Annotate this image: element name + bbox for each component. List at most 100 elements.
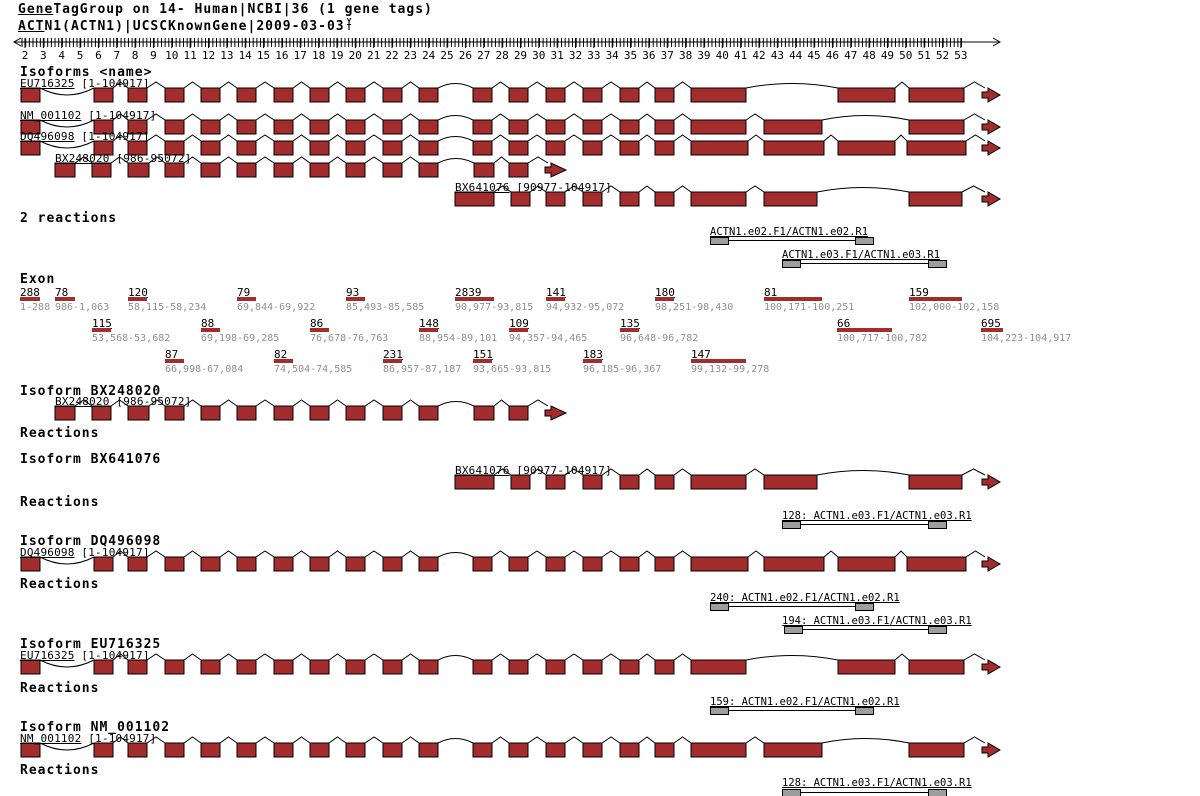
ruler-tick-label: 10 bbox=[165, 49, 178, 62]
exon-box bbox=[619, 119, 640, 135]
accession-link-eu716325-top[interactable]: EU716325 bbox=[20, 77, 75, 90]
exon-box bbox=[382, 162, 403, 178]
exon-box bbox=[236, 742, 257, 758]
exon-box bbox=[20, 742, 41, 758]
exon-length-link[interactable]: 81 bbox=[764, 286, 778, 299]
gene-title-link[interactable]: ACT bbox=[18, 19, 45, 34]
intron-connector bbox=[183, 399, 202, 407]
exon-range: 986-1,063 bbox=[55, 302, 110, 313]
intron-connector bbox=[601, 736, 621, 744]
intron-connector bbox=[437, 552, 474, 558]
reaction-label-1[interactable]: ACTN1.e03.F1/ACTN1.e03.R1 bbox=[782, 249, 941, 261]
exon-box bbox=[582, 474, 603, 490]
transcript-end-arrow-icon bbox=[544, 162, 568, 178]
exon-length-link[interactable]: 93 bbox=[346, 286, 360, 299]
exon-bar bbox=[981, 328, 1003, 332]
intron-connector bbox=[255, 399, 275, 407]
exon-length-link[interactable]: 147 bbox=[691, 348, 711, 361]
exon-box bbox=[93, 742, 114, 758]
exon-box bbox=[454, 474, 495, 490]
intron-connector bbox=[527, 134, 547, 142]
reaction-label-2[interactable]: 128: ACTN1.e03.F1/ACTN1.e03.R1 bbox=[782, 510, 972, 522]
exon-length-link[interactable]: 87 bbox=[165, 348, 179, 361]
exon-box bbox=[345, 659, 366, 675]
intron-connector bbox=[564, 113, 584, 121]
exon-box bbox=[545, 119, 566, 135]
intron-connector bbox=[364, 399, 384, 407]
accession-link-dq496098-section[interactable]: DQ496098 bbox=[20, 546, 75, 559]
isoform-dq496098-header: Isoform DQ496098 bbox=[20, 534, 162, 549]
exon-length-link[interactable]: 183 bbox=[583, 348, 603, 361]
accession-link-bx248020-section[interactable]: BX248020 bbox=[55, 395, 110, 408]
intron-connector bbox=[255, 156, 275, 164]
accession-link-eu716325-section[interactable]: EU716325 bbox=[20, 649, 75, 662]
ruler-tick-label: 45 bbox=[807, 49, 820, 62]
exon-length-link[interactable]: 231 bbox=[383, 348, 403, 361]
intron-connector bbox=[673, 81, 692, 89]
exon-length-link[interactable]: 159 bbox=[909, 286, 929, 299]
exon-box bbox=[654, 140, 675, 156]
intron-connector bbox=[292, 113, 311, 121]
group-title-link[interactable]: Gene bbox=[18, 2, 54, 17]
exon-length-link[interactable]: 82 bbox=[274, 348, 288, 361]
exon-length-link[interactable]: 2839 bbox=[455, 286, 482, 299]
ruler-tick-label: 3 bbox=[40, 49, 47, 62]
intron-connector bbox=[110, 156, 129, 164]
isoform-track-bx641076-section bbox=[454, 468, 1001, 490]
ruler-tick-label: 14 bbox=[239, 49, 253, 62]
exon-length-link[interactable]: 86 bbox=[310, 317, 324, 330]
exon-box bbox=[382, 742, 403, 758]
reaction-label-3[interactable]: 240: ACTN1.e02.F1/ACTN1.e02.R1 bbox=[710, 592, 900, 604]
exon-box bbox=[545, 474, 566, 490]
exon-length-link[interactable]: 88 bbox=[201, 317, 215, 330]
track-label-eu716325-section: EU716325 [1-104917] bbox=[20, 649, 150, 662]
track-label-nm001102-top: NM_001102 [1-104917] bbox=[20, 109, 157, 122]
reaction-label-4[interactable]: 194: ACTN1.e03.F1/ACTN1.e03.R1 bbox=[782, 615, 972, 627]
accession-link-nm001102-top[interactable]: NM_001102 bbox=[20, 109, 82, 122]
exon-length-link[interactable]: 109 bbox=[509, 317, 529, 330]
intron-connector bbox=[292, 156, 311, 164]
isoform-bx248020-header: Isoform BX248020 bbox=[20, 384, 162, 399]
accession-link-bx641076-section[interactable]: BX641076 bbox=[455, 464, 510, 477]
exon-length-link[interactable]: 79 bbox=[237, 286, 251, 299]
exon-length-link[interactable]: 120 bbox=[128, 286, 148, 299]
intron-connector bbox=[146, 113, 166, 121]
accession-link-nm001102-section[interactable]: NM_001102 bbox=[20, 732, 82, 745]
intron-connector bbox=[638, 81, 656, 89]
exon-length-link[interactable]: 180 bbox=[655, 286, 675, 299]
accession-link-bx641076-top[interactable]: BX641076 bbox=[455, 181, 510, 194]
exon-box bbox=[690, 659, 747, 675]
exon-box bbox=[309, 119, 330, 135]
exon-length-link[interactable]: 78 bbox=[55, 286, 69, 299]
exon-bar bbox=[128, 297, 147, 301]
exon-box bbox=[545, 659, 566, 675]
accession-link-bx248020-top[interactable]: BX248020 bbox=[55, 152, 110, 165]
intron-connector bbox=[146, 81, 166, 89]
exon-box bbox=[582, 87, 603, 103]
intron-connector bbox=[401, 134, 420, 142]
exon-box bbox=[545, 191, 566, 207]
accession-link-dq496098-top[interactable]: DQ496098 bbox=[20, 130, 75, 143]
reaction-label-0[interactable]: ACTN1.e02.F1/ACTN1.e02.R1 bbox=[710, 226, 869, 238]
reaction-label-5[interactable]: 159: ACTN1.e02.F1/ACTN1.e02.R1 bbox=[710, 696, 900, 708]
exon-length-link[interactable]: 695 bbox=[981, 317, 1001, 330]
exon-box bbox=[545, 140, 566, 156]
exon-box bbox=[472, 556, 493, 572]
ruler-tick-label: 4 bbox=[58, 49, 65, 62]
exon-box bbox=[908, 191, 963, 207]
exon-length-link[interactable]: 141 bbox=[546, 286, 566, 299]
exon-box bbox=[908, 119, 965, 135]
exon-length-link[interactable]: 148 bbox=[419, 317, 439, 330]
exon-length-link[interactable]: 66 bbox=[837, 317, 851, 330]
exon-length-link[interactable]: 135 bbox=[620, 317, 640, 330]
reactions-header-nm001102: Reactions bbox=[20, 763, 100, 778]
exon-box bbox=[418, 556, 439, 572]
intron-connector bbox=[745, 185, 765, 193]
intron-connector bbox=[112, 550, 129, 558]
exon-box bbox=[508, 87, 529, 103]
reaction-label-6[interactable]: 128: ACTN1.e03.F1/ACTN1.e03.R1 bbox=[782, 777, 972, 789]
ruler-tick-label: 48 bbox=[862, 49, 875, 62]
exon-length-link[interactable]: 151 bbox=[473, 348, 493, 361]
exon-length-link[interactable]: 288 bbox=[20, 286, 40, 299]
exon-length-link[interactable]: 115 bbox=[92, 317, 112, 330]
